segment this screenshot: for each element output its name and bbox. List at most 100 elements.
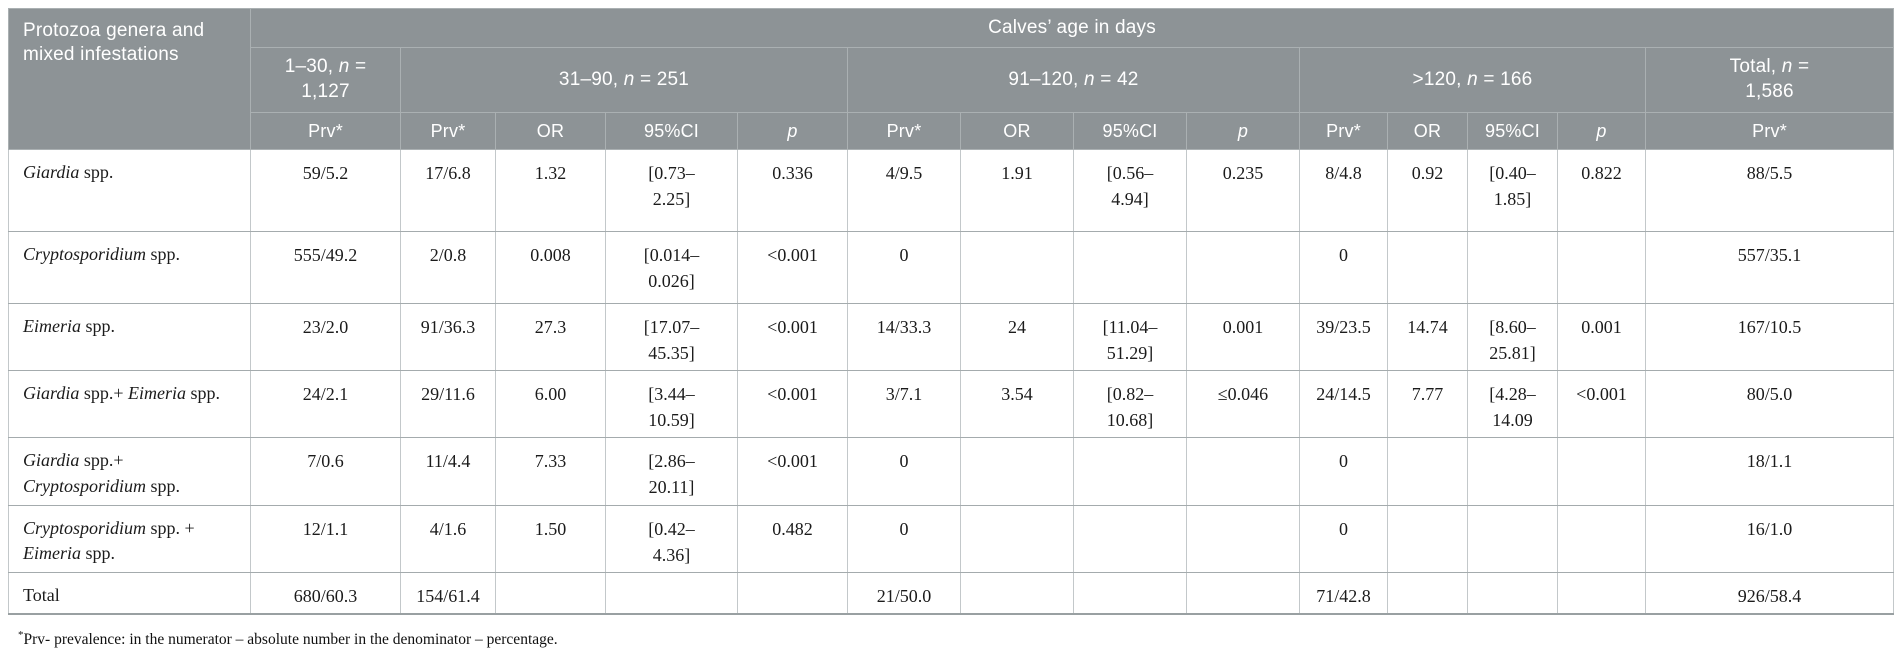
n-label: n [1084,68,1095,90]
data-cell: 11/4.4 [400,437,496,506]
genus-name: Giardia [23,162,80,182]
data-cell [1467,231,1558,304]
genus-name: Eimeria [128,383,186,404]
col-header-prv: Prv* [400,112,496,150]
data-cell [1557,437,1646,506]
data-cell: [0.56– 4.94] [1073,149,1187,232]
age-range: 91–120, [1008,68,1079,90]
col-header-or: OR [495,112,606,150]
data-cell: 39/23.5 [1299,302,1388,372]
data-cell: 0.001 [1557,302,1646,372]
table-row: Cryptosporidium spp. + Eimeria spp. 12/1… [8,504,1895,573]
table-row: Giardia spp.+ Eimeria spp. 24/2.1 29/11.… [8,370,1895,439]
data-cell: 7.77 [1387,370,1468,439]
data-cell: [8.60– 25.81] [1467,302,1558,372]
data-cell: 24 [960,302,1074,372]
table-row-total: Total 680/60.3 154/61.4 21/50.0 71/42.8 … [8,571,1895,615]
data-cell [1467,571,1558,615]
data-cell: 3/7.1 [847,370,961,439]
data-cell: 88/5.5 [1644,149,1895,232]
data-cell: [0.40– 1.85] [1467,149,1558,232]
row-label: spp. + [146,517,195,538]
age-range: >120, [1412,68,1462,90]
data-cell: 0.92 [1387,149,1468,232]
col-header-ci: 95%CI [605,112,738,150]
row-header: Cryptosporidium spp. [8,231,251,304]
n-value: = 251 [640,68,690,90]
data-cell: <0.001 [737,231,848,304]
row-header: Giardia spp. [8,149,251,232]
data-cell: [0.82– 10.68] [1073,370,1187,439]
col-header-p: p [1557,112,1646,150]
table-row: Giardia spp. 59/5.2 17/6.8 1.32 [0.73– 2… [8,149,1895,232]
data-cell [960,231,1074,304]
data-cell: 7/0.6 [250,437,401,506]
data-cell [1387,231,1468,304]
data-cell: 680/60.3 [250,571,401,615]
data-cell: 555/49.2 [250,231,401,304]
data-cell: 0 [847,231,961,304]
row-label: spp. [79,162,114,182]
genus-name: Eimeria [23,542,81,563]
data-cell: 59/5.2 [250,149,401,232]
data-cell: [17.07– 45.35] [605,302,738,372]
data-cell: 0 [1299,437,1388,506]
data-cell: 18/1.1 [1644,437,1895,506]
data-cell: 24/14.5 [1299,370,1388,439]
data-cell: 12/1.1 [250,504,401,573]
data-cell [495,571,606,615]
row-label: spp.+ [79,450,124,471]
data-cell [1557,571,1646,615]
n-label: n [1781,56,1793,78]
table-row: Giardia spp.+ Cryptosporidium spp. 7/0.6… [8,437,1895,506]
col-header-prv: Prv* [250,112,401,150]
data-cell: 926/58.4 [1644,571,1895,615]
data-cell [960,504,1074,573]
col-header-or: OR [960,112,1074,150]
data-cell: 0.336 [737,149,848,232]
data-cell [1073,571,1187,615]
age-group-over-120: >120, n = 166 [1299,47,1646,113]
data-cell: 27.3 [495,302,606,372]
data-cell [605,571,738,615]
n-value: = 1,127 [301,56,367,102]
age-range: 31–90, [558,68,619,90]
data-cell: 14/33.3 [847,302,961,372]
data-cell [1467,504,1558,573]
col-header-prv: Prv* [1299,112,1388,150]
data-cell: 80/5.0 [1644,370,1895,439]
age-group-31-90: 31–90, n = 251 [400,47,848,113]
row-header: Giardia spp.+ Eimeria spp. [8,370,251,439]
data-cell [1186,504,1300,573]
row-label: spp. [146,244,181,264]
data-cell: <0.001 [1557,370,1646,439]
data-cell: 23/2.0 [250,302,401,372]
data-cell: 91/36.3 [400,302,496,372]
n-label: n [1467,68,1478,90]
row-header: Eimeria spp. [8,302,251,372]
table-header: Protozoa genera and mixed infestations C… [8,8,1895,150]
col-header-p: p [737,112,848,150]
row-label: spp. [186,383,221,404]
data-cell: 1.50 [495,504,606,573]
data-cell: 557/35.1 [1644,231,1895,304]
data-cell: <0.001 [737,370,848,439]
data-cell [737,571,848,615]
data-cell [1186,571,1300,615]
data-cell [1186,437,1300,506]
col-header-ci: 95%CI [1073,112,1187,150]
corner-header: Protozoa genera and mixed infestations [8,8,251,150]
data-cell: 2/0.8 [400,231,496,304]
data-cell: 16/1.0 [1644,504,1895,573]
data-cell [1387,437,1468,506]
data-cell: <0.001 [737,437,848,506]
n-value: = 42 [1100,68,1139,90]
calves-age-header: Calves’ age in days [249,8,1895,48]
n-value: = 1,586 [1745,56,1810,102]
data-cell: [0.73– 2.25] [605,149,738,232]
data-cell: 0 [1299,504,1388,573]
data-cell: 154/61.4 [400,571,496,615]
row-header: Giardia spp.+ Cryptosporidium spp. [8,437,251,506]
col-header-prv: Prv* [847,112,961,150]
data-cell: 0 [847,437,961,506]
